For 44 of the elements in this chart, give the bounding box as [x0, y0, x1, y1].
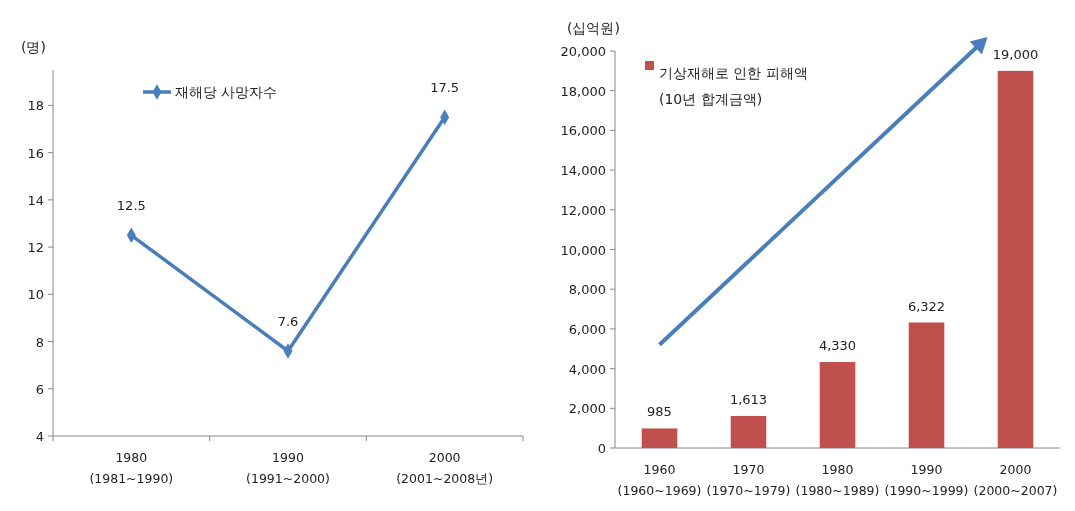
y-tick-label: 18,000 — [560, 83, 606, 99]
y-tick-label: 6 — [35, 381, 44, 397]
x-tick-label: 1970 (1970~1979) — [706, 462, 791, 498]
y-tick-label: 20,000 — [560, 44, 606, 59]
text: 6,322 — [907, 298, 946, 314]
data-label: 17.5 — [430, 80, 460, 96]
y-tick-label: 10 — [27, 287, 44, 303]
y-tick-label: 0 — [597, 441, 606, 456]
y-tick-label: 16,000 — [560, 123, 606, 139]
data-label: 12.5 — [116, 198, 146, 214]
bar — [908, 322, 945, 448]
y-tick-label: 14 — [27, 192, 44, 208]
y-tick-label: 16 — [27, 145, 44, 161]
x-tick-label: 1990 (1990~1999) — [884, 462, 969, 498]
x-tick-label: 1980 (1981~1990) — [89, 450, 174, 486]
text: 1,613 — [729, 391, 768, 407]
y-tick-label: 2,000 — [568, 401, 606, 417]
y-axis-title: (명) — [21, 39, 46, 55]
y-tick-label: 8 — [35, 334, 44, 350]
y-tick-label: 14,000 — [560, 163, 606, 179]
x-tick-label: 1960 (1960~1969) — [617, 462, 702, 498]
y-tick-label: 10,000 — [560, 242, 606, 258]
bar — [641, 428, 678, 448]
y-tick-label: 18 — [27, 98, 44, 114]
x-tick-label: 1990 (1991~2000) — [246, 450, 330, 486]
legend-label: 재해당 사망자수 — [175, 84, 278, 100]
y-axis-title: (십억원) — [567, 20, 620, 36]
y-tick-label: 4 — [35, 429, 44, 444]
x-tick-label: 2000 (2001~2008년) — [396, 450, 494, 486]
y-tick-label: 6,000 — [568, 321, 606, 337]
bar — [730, 415, 767, 448]
text: 985 — [647, 404, 672, 420]
bar — [997, 70, 1034, 448]
legend-label: 기상재해로 인한 피해액 (10년 합계금액) — [659, 65, 808, 107]
y-tick-label: 12 — [27, 240, 44, 256]
y-tick-label: 8,000 — [568, 282, 606, 298]
x-tick-label: 2000 (2000~2007) — [973, 462, 1058, 498]
y-tick-label: 4,000 — [568, 361, 606, 377]
data-label: 7.6 — [277, 313, 299, 329]
y-tick-label: 12,000 — [560, 202, 606, 218]
text: 4,330 — [818, 338, 857, 354]
x-tick-label: 1980 (1980~1989) — [795, 462, 880, 498]
text: 19,000 — [992, 46, 1039, 62]
bar — [819, 362, 856, 448]
